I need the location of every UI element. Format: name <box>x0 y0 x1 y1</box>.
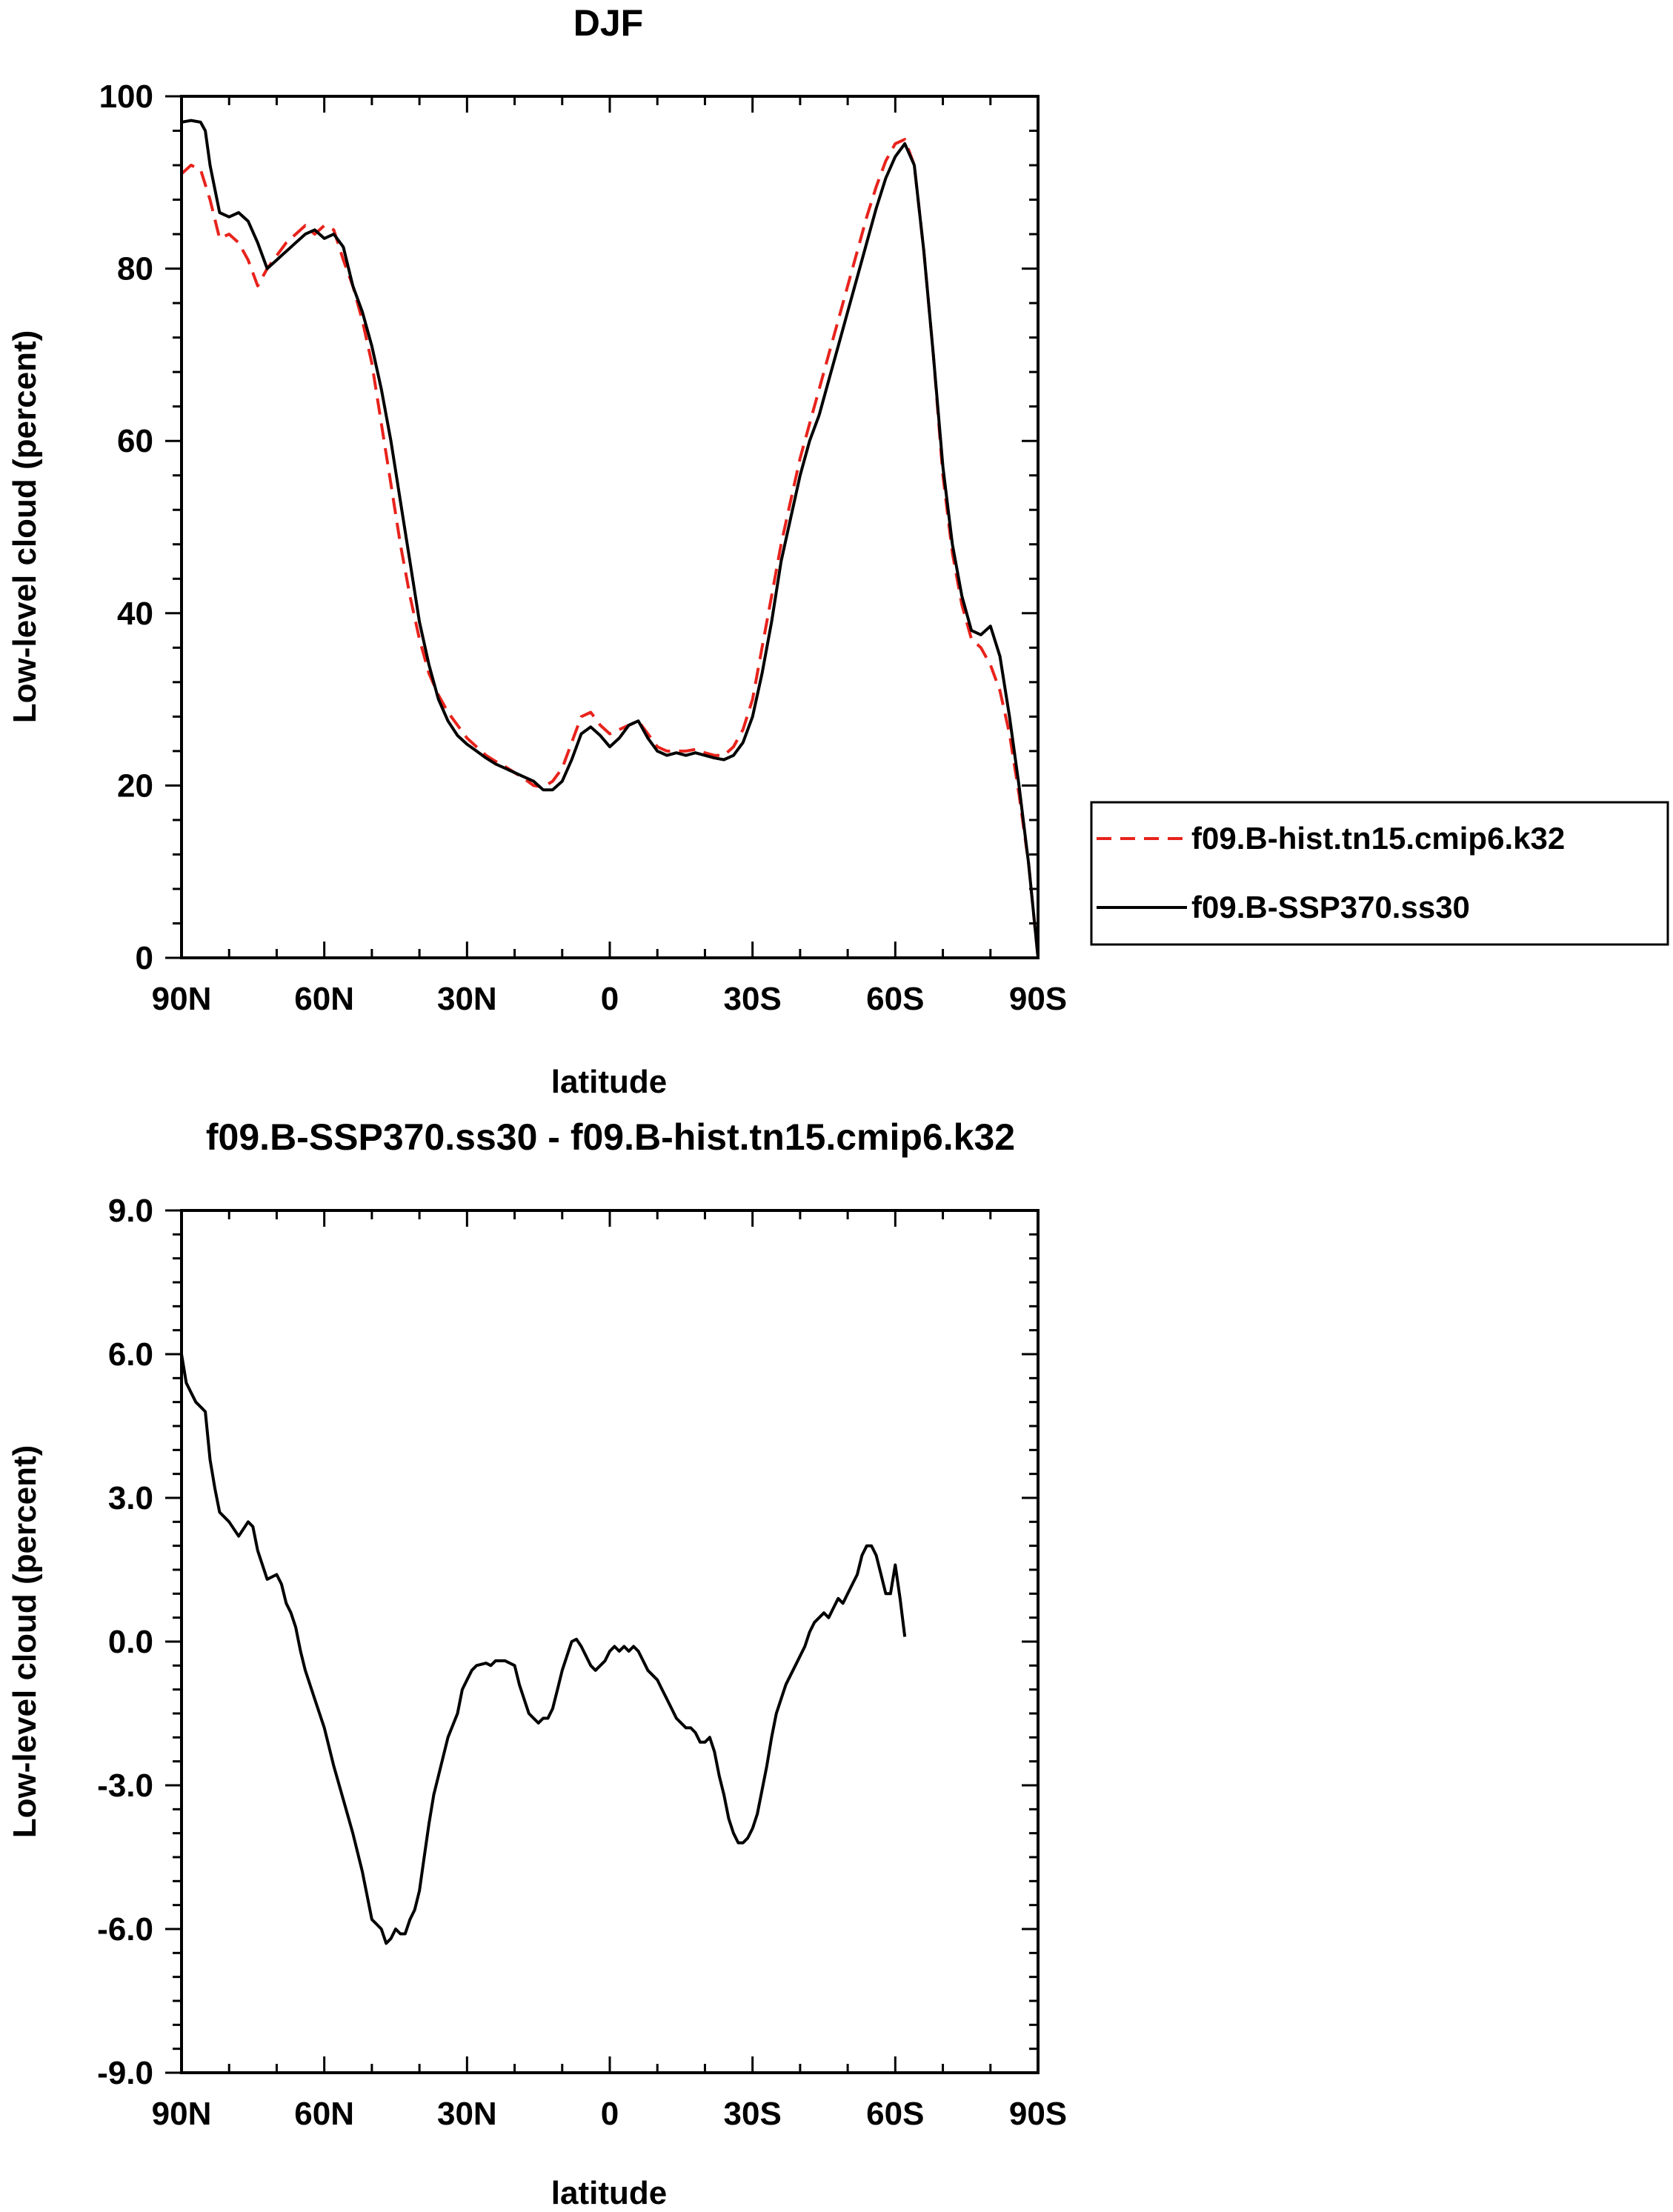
bottom-y-tick-label: -6.0 <box>97 1911 153 1948</box>
bottom-x-tick-label: 30S <box>724 2096 782 2132</box>
legend-box <box>1090 801 1669 946</box>
top-y-axis-title: Low-level cloud (percent) <box>7 330 43 724</box>
top-y-tick-label: 80 <box>117 251 153 287</box>
top-series-group <box>180 119 1040 959</box>
legend-label-ssp370: f09.B-SSP370.ss30 <box>1191 890 1470 925</box>
bottom-x-tick-label: 0 <box>601 2096 619 2132</box>
bottom-panel: f09.B-SSP370.ss30 - f09.B-hist.tn15.cmip… <box>7 1116 1067 2211</box>
top-series-line-1 <box>180 138 1040 959</box>
top-y-tick-label: 40 <box>117 596 153 632</box>
legend: f09.B-hist.tn15.cmip6.k32 f09.B-SSP370.s… <box>1090 801 1669 946</box>
top-plot-frame <box>180 95 1040 959</box>
bottom-x-tick-label: 30N <box>437 2096 497 2132</box>
top-x-tick-label: 90S <box>1009 981 1067 1017</box>
top-y-tick-label: 20 <box>117 767 153 804</box>
bottom-y-axis-title: Low-level cloud (percent) <box>7 1445 43 1839</box>
top-y-tick-label: 0 <box>136 940 153 976</box>
top-panel: DJF 90N 60N 30N 0 30S 60S 90S 0 20 40 60 80 100 lati… <box>7 2 1067 1100</box>
bottom-x-tick-label: 60N <box>294 2096 354 2132</box>
top-x-tick-label: 30N <box>437 981 497 1017</box>
bottom-plot-frame <box>180 1209 1040 2074</box>
top-panel-title: DJF <box>573 2 643 44</box>
top-x-tick-label: 60S <box>866 981 924 1017</box>
bottom-x-tick-label: 90S <box>1009 2096 1067 2132</box>
bottom-x-axis-title: latitude <box>551 2175 667 2211</box>
top-x-axis-title: latitude <box>551 1064 667 1100</box>
bottom-series-group <box>180 1353 907 1945</box>
top-axis-ticks: 90N 60N 30N 0 30S 60S 90S 0 20 40 60 80 100 <box>99 79 1068 1017</box>
bottom-y-tick-label: 3.0 <box>108 1480 153 1516</box>
bottom-series-line-1 <box>180 1353 907 1945</box>
top-y-tick-label: 60 <box>117 423 153 459</box>
top-x-tick-label: 0 <box>601 981 619 1017</box>
top-series-line-2 <box>181 119 1040 959</box>
bottom-y-tick-label: 9.0 <box>108 1193 153 1229</box>
top-x-tick-label: 90N <box>152 981 212 1017</box>
legend-label-hist: f09.B-hist.tn15.cmip6.k32 <box>1191 821 1565 856</box>
bottom-panel-title: f09.B-SSP370.ss30 - f09.B-hist.tn15.cmip… <box>206 1116 1015 1158</box>
bottom-y-tick-label: -9.0 <box>97 2055 153 2091</box>
bottom-y-tick-label: 6.0 <box>108 1336 153 1373</box>
top-y-tick-label: 100 <box>99 79 153 115</box>
top-x-tick-label: 30S <box>724 981 782 1017</box>
bottom-x-tick-label: 60S <box>866 2096 924 2132</box>
top-x-tick-label: 60N <box>294 981 354 1017</box>
bottom-y-tick-label: -3.0 <box>97 1768 153 1804</box>
bottom-x-tick-label: 90N <box>152 2096 212 2132</box>
bottom-y-tick-label: 0.0 <box>108 1624 153 1660</box>
